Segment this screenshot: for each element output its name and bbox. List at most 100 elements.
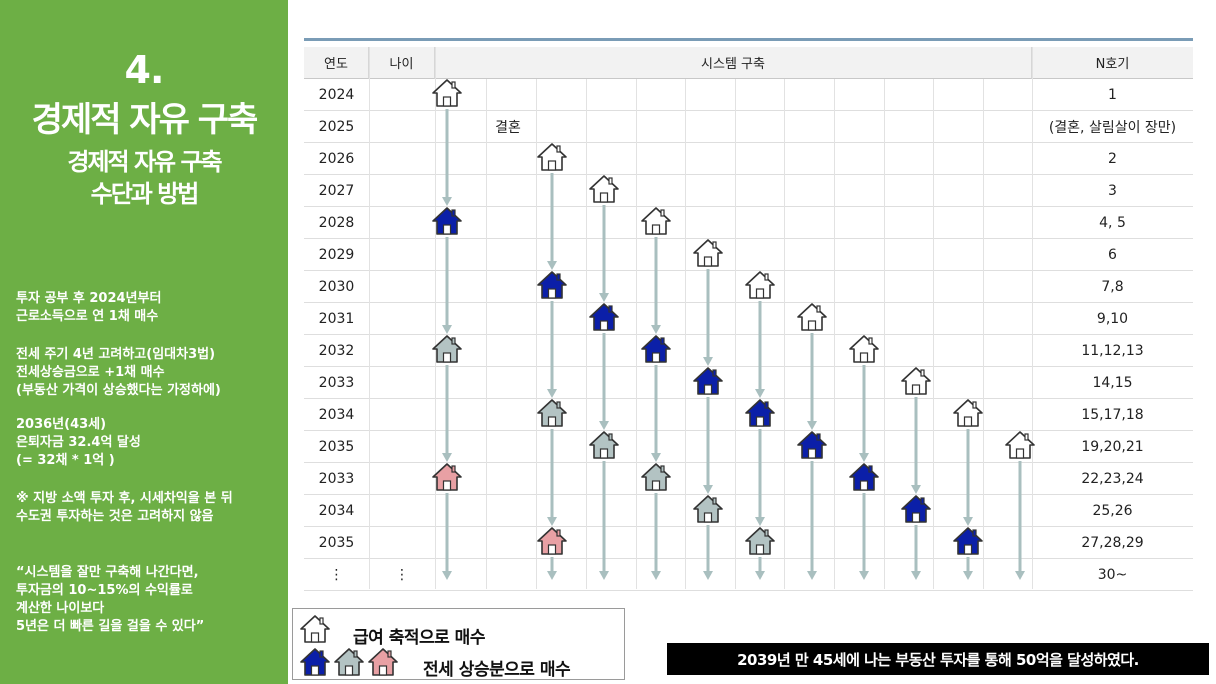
- legend: 급여 축적으로 매수 전세 상승분으로 매수: [292, 608, 625, 680]
- table-row: 2029 6: [304, 239, 1193, 271]
- n-cell: 14,15: [1092, 375, 1133, 391]
- text-line: ※ 지방 소액 투자 후, 시세차익을 본 뒤: [16, 491, 233, 506]
- age-cell: [369, 239, 435, 271]
- subtitle-line-1: 경제적 자유 구축: [67, 148, 222, 176]
- section-title: 경제적 자유 구축: [31, 100, 259, 140]
- n-cell: (결혼, 살림살이 장만): [1048, 120, 1177, 136]
- age-cell: [369, 207, 435, 239]
- grid-line: [884, 79, 885, 589]
- text-line: 수도권 투자하는 것은 고려하지 않음: [16, 509, 214, 524]
- text-line: (= 32채 * 1억 ): [16, 453, 115, 468]
- text-line: 근로소득으로 연 1채 매수: [16, 309, 159, 324]
- table-row: 2034 25,26: [304, 495, 1193, 527]
- section-subtitle: 경제적 자유 구축 수단과 방법: [0, 146, 288, 210]
- age-cell: [369, 79, 435, 111]
- table-row: 2032 11,12,13: [304, 335, 1193, 367]
- event-note: 결혼: [495, 120, 521, 136]
- year-cell: 2033: [318, 375, 355, 391]
- age-cell: [369, 271, 435, 303]
- year-cell: ⋮: [329, 567, 344, 583]
- section-number: 4.: [124, 48, 165, 92]
- n-cell: 11,12,13: [1081, 343, 1144, 359]
- n-cell: 2: [1108, 151, 1117, 167]
- n-cell: 15,17,18: [1081, 407, 1144, 423]
- text-line: 투자 공부 후 2024년부터: [16, 291, 162, 306]
- grid-line: [536, 79, 537, 589]
- text-line: 투자금의 10~15%의 수익률로: [16, 583, 193, 598]
- grid-line: [933, 79, 934, 589]
- grid-line: [983, 79, 984, 589]
- table-row: 2030 7,8: [304, 271, 1193, 303]
- age-cell: [369, 527, 435, 559]
- n-cell: 19,20,21: [1081, 439, 1144, 455]
- text-line: 전세 주기 4년 고려하고(임대차3법): [16, 347, 216, 362]
- year-cell: 2029: [318, 247, 355, 263]
- year-cell: 2024: [318, 87, 355, 103]
- paragraph-note: ※ 지방 소액 투자 후, 시세차익을 본 뒤 수도권 투자하는 것은 고려하지…: [16, 490, 284, 526]
- subtitle-line-2: 수단과 방법: [90, 180, 200, 208]
- system-table: 연도 나이 시스템 구축 N호기 2024 1 2025 (결혼, 살림살이 장만) 결…: [304, 47, 1193, 591]
- table-row: 2025 (결혼, 살림살이 장만) 결혼: [304, 111, 1193, 143]
- grid-line: [369, 47, 370, 589]
- text-line: (부동산 가격이 상승했다는 가정하에): [16, 383, 221, 398]
- year-cell: 2034: [318, 407, 355, 423]
- year-cell: 2031: [318, 311, 355, 327]
- year-cell: 2035: [318, 439, 355, 455]
- n-cell: 30~: [1097, 567, 1128, 583]
- table-row: 2028 4, 5: [304, 207, 1193, 239]
- house-icon-gray: [334, 648, 364, 676]
- year-cell: 2027: [318, 183, 355, 199]
- n-cell: 6: [1108, 247, 1117, 263]
- paragraph-investment-start: 투자 공부 후 2024년부터 근로소득으로 연 1채 매수: [16, 290, 284, 326]
- house-icon-white: [300, 615, 330, 643]
- legend-icons: [300, 615, 398, 676]
- n-cell: 4, 5: [1099, 215, 1126, 231]
- house-icon-pink: [368, 648, 398, 676]
- header-age: 나이: [369, 47, 435, 79]
- age-cell: [369, 367, 435, 399]
- table-top-rule: [304, 38, 1193, 41]
- house-icon-blue: [300, 648, 330, 676]
- legend-label-lease: 전세 상승분으로 매수: [423, 660, 571, 680]
- text-line: 계산한 나이보다: [16, 601, 105, 616]
- age-cell: [369, 399, 435, 431]
- year-cell: 2034: [318, 503, 355, 519]
- text-line: “시스템을 잘만 구축해 나간다면,: [16, 565, 199, 580]
- grid-line: [586, 79, 587, 589]
- text-line: 5년은 더 빠른 길을 걸을 수 있다”: [16, 619, 205, 634]
- n-cell: 27,28,29: [1081, 535, 1144, 551]
- table-row: 2033 14,15: [304, 367, 1193, 399]
- text-line: 은퇴자금 32.4억 달성: [16, 435, 141, 450]
- year-cell: 2033: [318, 471, 355, 487]
- age-cell: [369, 111, 435, 143]
- n-cell: 25,26: [1092, 503, 1133, 519]
- n-cell: 9,10: [1096, 311, 1129, 327]
- year-cell: 2028: [318, 215, 355, 231]
- age-cell: [369, 303, 435, 335]
- table-row: 2031 9,10: [304, 303, 1193, 335]
- n-cell: 3: [1108, 183, 1117, 199]
- conclusion-banner: 2039년 만 45세에 나는 부동산 투자를 통해 50억을 달성하였다.: [667, 643, 1209, 675]
- grid-line: [435, 47, 436, 589]
- header-n: N호기: [1032, 47, 1193, 79]
- age-cell: [369, 431, 435, 463]
- quote: “시스템을 잘만 구축해 나간다면, 투자금의 10~15%의 수익률로 계산한…: [16, 564, 284, 636]
- table-row: 2034 15,17,18: [304, 399, 1193, 431]
- grid-line: [1032, 47, 1033, 589]
- grid-line: [685, 79, 686, 589]
- year-cell: 2026: [318, 151, 355, 167]
- header-year: 연도: [304, 47, 369, 79]
- n-cell: 7,8: [1101, 279, 1124, 295]
- year-cell: 2032: [318, 343, 355, 359]
- n-cell: 1: [1108, 87, 1117, 103]
- table-row: 2035 19,20,21: [304, 431, 1193, 463]
- year-cell: 2035: [318, 535, 355, 551]
- age-cell: ⋮: [395, 567, 409, 583]
- text-line: 2036년(43세): [16, 417, 107, 432]
- table-row: 2027 3: [304, 175, 1193, 207]
- header-system: 시스템 구축: [435, 47, 1032, 79]
- age-cell: [369, 495, 435, 527]
- grid-line: [486, 79, 487, 589]
- n-cell: 22,23,24: [1081, 471, 1144, 487]
- grid-line: [735, 79, 736, 589]
